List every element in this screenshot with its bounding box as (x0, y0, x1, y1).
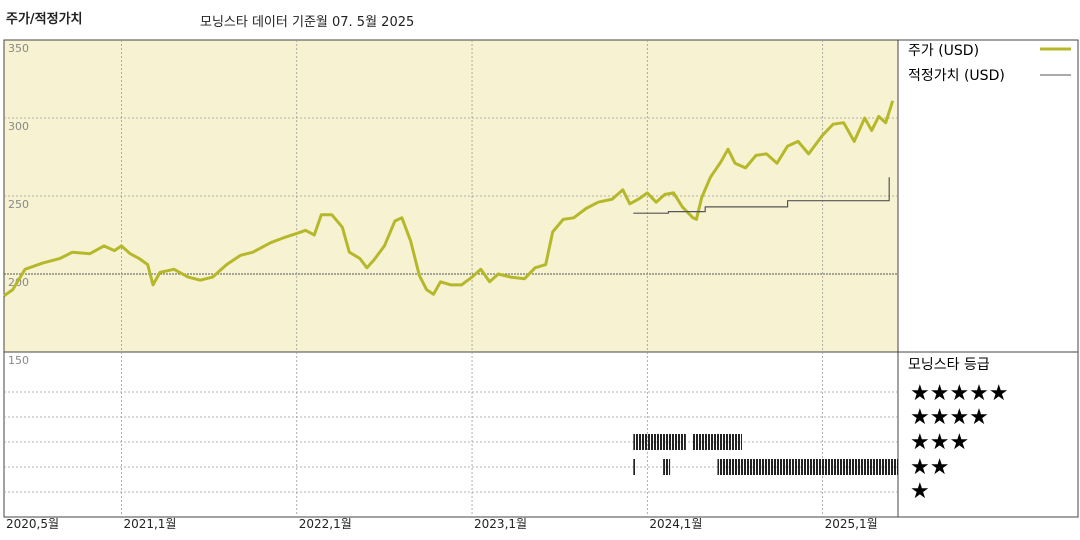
rating-bar (633, 434, 686, 450)
legend-price-label: 주가 (USD) (908, 43, 979, 59)
rating-3-stars: ★★★ (910, 430, 969, 455)
rating-2-stars: ★★ (910, 455, 949, 480)
rating-bar (633, 459, 636, 475)
rating-bar (692, 434, 742, 450)
chart-frame (3, 39, 1079, 518)
legend-fair-value-label: 적정가치 (USD) (908, 68, 1005, 84)
x-tick-label: 2022,1월 (299, 517, 352, 531)
x-tick-label: 2021,1월 (123, 517, 176, 531)
x-axis-labels: 2020,5월 2021,1월 2022,1월 2023,1월 2024,1월 2025,… (6, 517, 878, 531)
x-tick-label: 2020,5월 (6, 517, 59, 531)
rating-1-star: ★ (910, 479, 930, 504)
chart-title: 주가/적정가치 (6, 12, 83, 27)
chart-subtitle: 모닝스타 데이터 기준월 07. 5월 2025 (200, 15, 415, 30)
price-line (3, 100, 895, 298)
rating-bar (663, 459, 671, 475)
rating-4-stars: ★★★★ (910, 405, 989, 430)
y-tick-label: 350 (8, 42, 29, 55)
rating-bars (633, 434, 898, 475)
price-panel-background (4, 40, 898, 352)
rating-bar (717, 459, 898, 475)
data-series (3, 100, 895, 298)
x-tick-label: 2023,1월 (474, 517, 527, 531)
y-tick-label: 250 (8, 198, 29, 211)
rating-5-stars: ★★★★★ (910, 381, 1009, 406)
x-tick-label: 2025,1월 (825, 517, 878, 531)
rating-title: 모닝스타 등급 (908, 357, 990, 373)
y-tick-label: 300 (8, 120, 29, 133)
y-tick-label: 150 (8, 354, 29, 367)
x-tick-label: 2024,1월 (649, 517, 702, 531)
fair-value-line (633, 177, 890, 214)
